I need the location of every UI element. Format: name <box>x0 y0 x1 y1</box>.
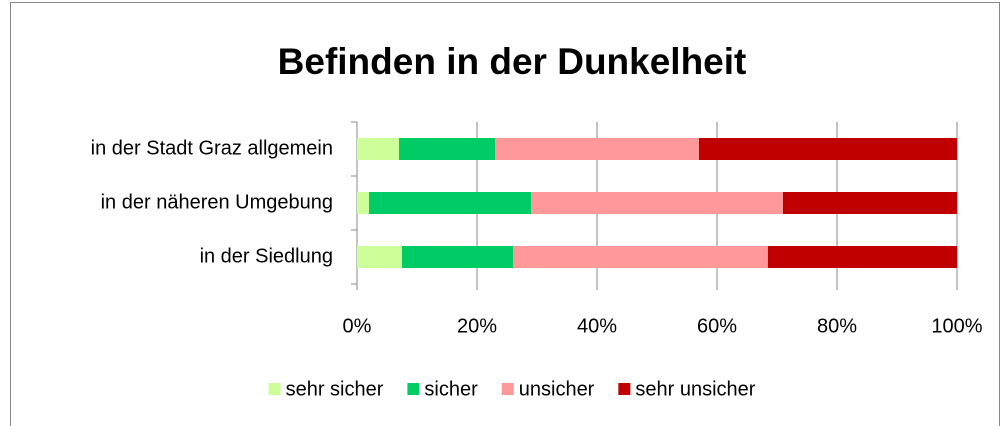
y-tick-label: in der Stadt Graz allgemein <box>91 137 333 159</box>
x-tick-label: 20% <box>457 315 497 337</box>
bar-segment <box>768 246 957 268</box>
bar-segment <box>783 192 957 214</box>
bar-segment <box>399 138 495 160</box>
bar-segment <box>495 138 699 160</box>
legend-label: sehr sicher <box>286 378 384 400</box>
legend-swatch <box>618 383 631 395</box>
x-tick-label: 60% <box>697 315 737 337</box>
x-tick-label: 40% <box>577 315 617 337</box>
bar-segment <box>531 192 783 214</box>
legend-label: sehr unsicher <box>635 378 755 400</box>
x-tick-label: 100% <box>931 315 982 337</box>
bar-segment <box>402 246 513 268</box>
chart-title: Befinden in der Dunkelheit <box>278 41 747 82</box>
legend-label: sicher <box>424 378 478 400</box>
bar-segment <box>513 246 768 268</box>
legend-swatch <box>501 383 514 395</box>
x-tick-label: 0% <box>343 315 372 337</box>
chart-frame <box>10 2 1000 426</box>
y-tick-label: in der näheren Umgebung <box>101 191 333 213</box>
bar-segment <box>699 138 957 160</box>
bar-segment <box>357 192 369 214</box>
bar-segment <box>369 192 531 214</box>
x-tick-label: 80% <box>817 315 857 337</box>
bar-segment <box>357 246 402 268</box>
legend-swatch <box>407 383 420 395</box>
legend-label: unsicher <box>519 378 595 400</box>
legend-swatch <box>268 383 281 395</box>
bar-segment <box>357 138 399 160</box>
y-tick-label: in der Siedlung <box>200 245 333 267</box>
